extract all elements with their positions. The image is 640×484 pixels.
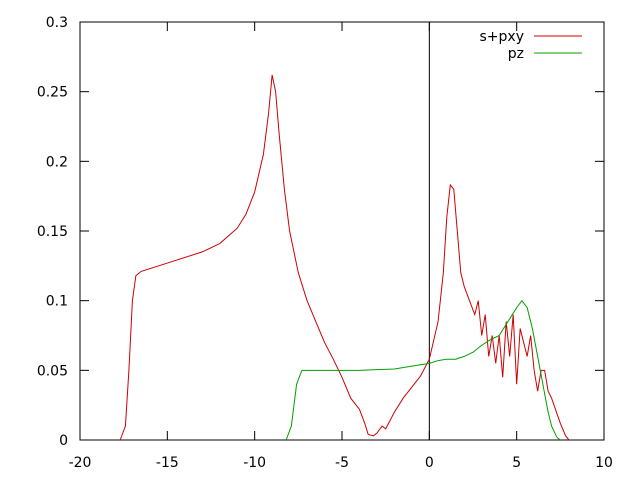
series-line xyxy=(119,74,570,441)
y-tick-label: 0.3 xyxy=(46,15,68,31)
y-tick-label: 0.15 xyxy=(37,224,68,240)
legend-label: s+pxy xyxy=(480,29,524,45)
x-tick-label: 10 xyxy=(595,455,613,471)
y-tick-label: 0.05 xyxy=(37,363,68,379)
series-line xyxy=(285,299,561,441)
x-tick-label: -5 xyxy=(335,455,349,471)
y-tick-label: 0.2 xyxy=(46,154,68,170)
x-tick-label: -15 xyxy=(156,455,179,471)
y-tick-label: 0.25 xyxy=(37,85,68,101)
x-tick-label: -20 xyxy=(69,455,92,471)
y-tick-label: 0.1 xyxy=(46,294,68,310)
x-tick-label: 0 xyxy=(425,455,434,471)
x-tick-label: -10 xyxy=(243,455,266,471)
x-tick-label: 5 xyxy=(512,455,521,471)
legend-label: pz xyxy=(508,46,524,62)
plot-frame xyxy=(79,21,605,441)
y-tick-label: 0 xyxy=(59,433,68,449)
